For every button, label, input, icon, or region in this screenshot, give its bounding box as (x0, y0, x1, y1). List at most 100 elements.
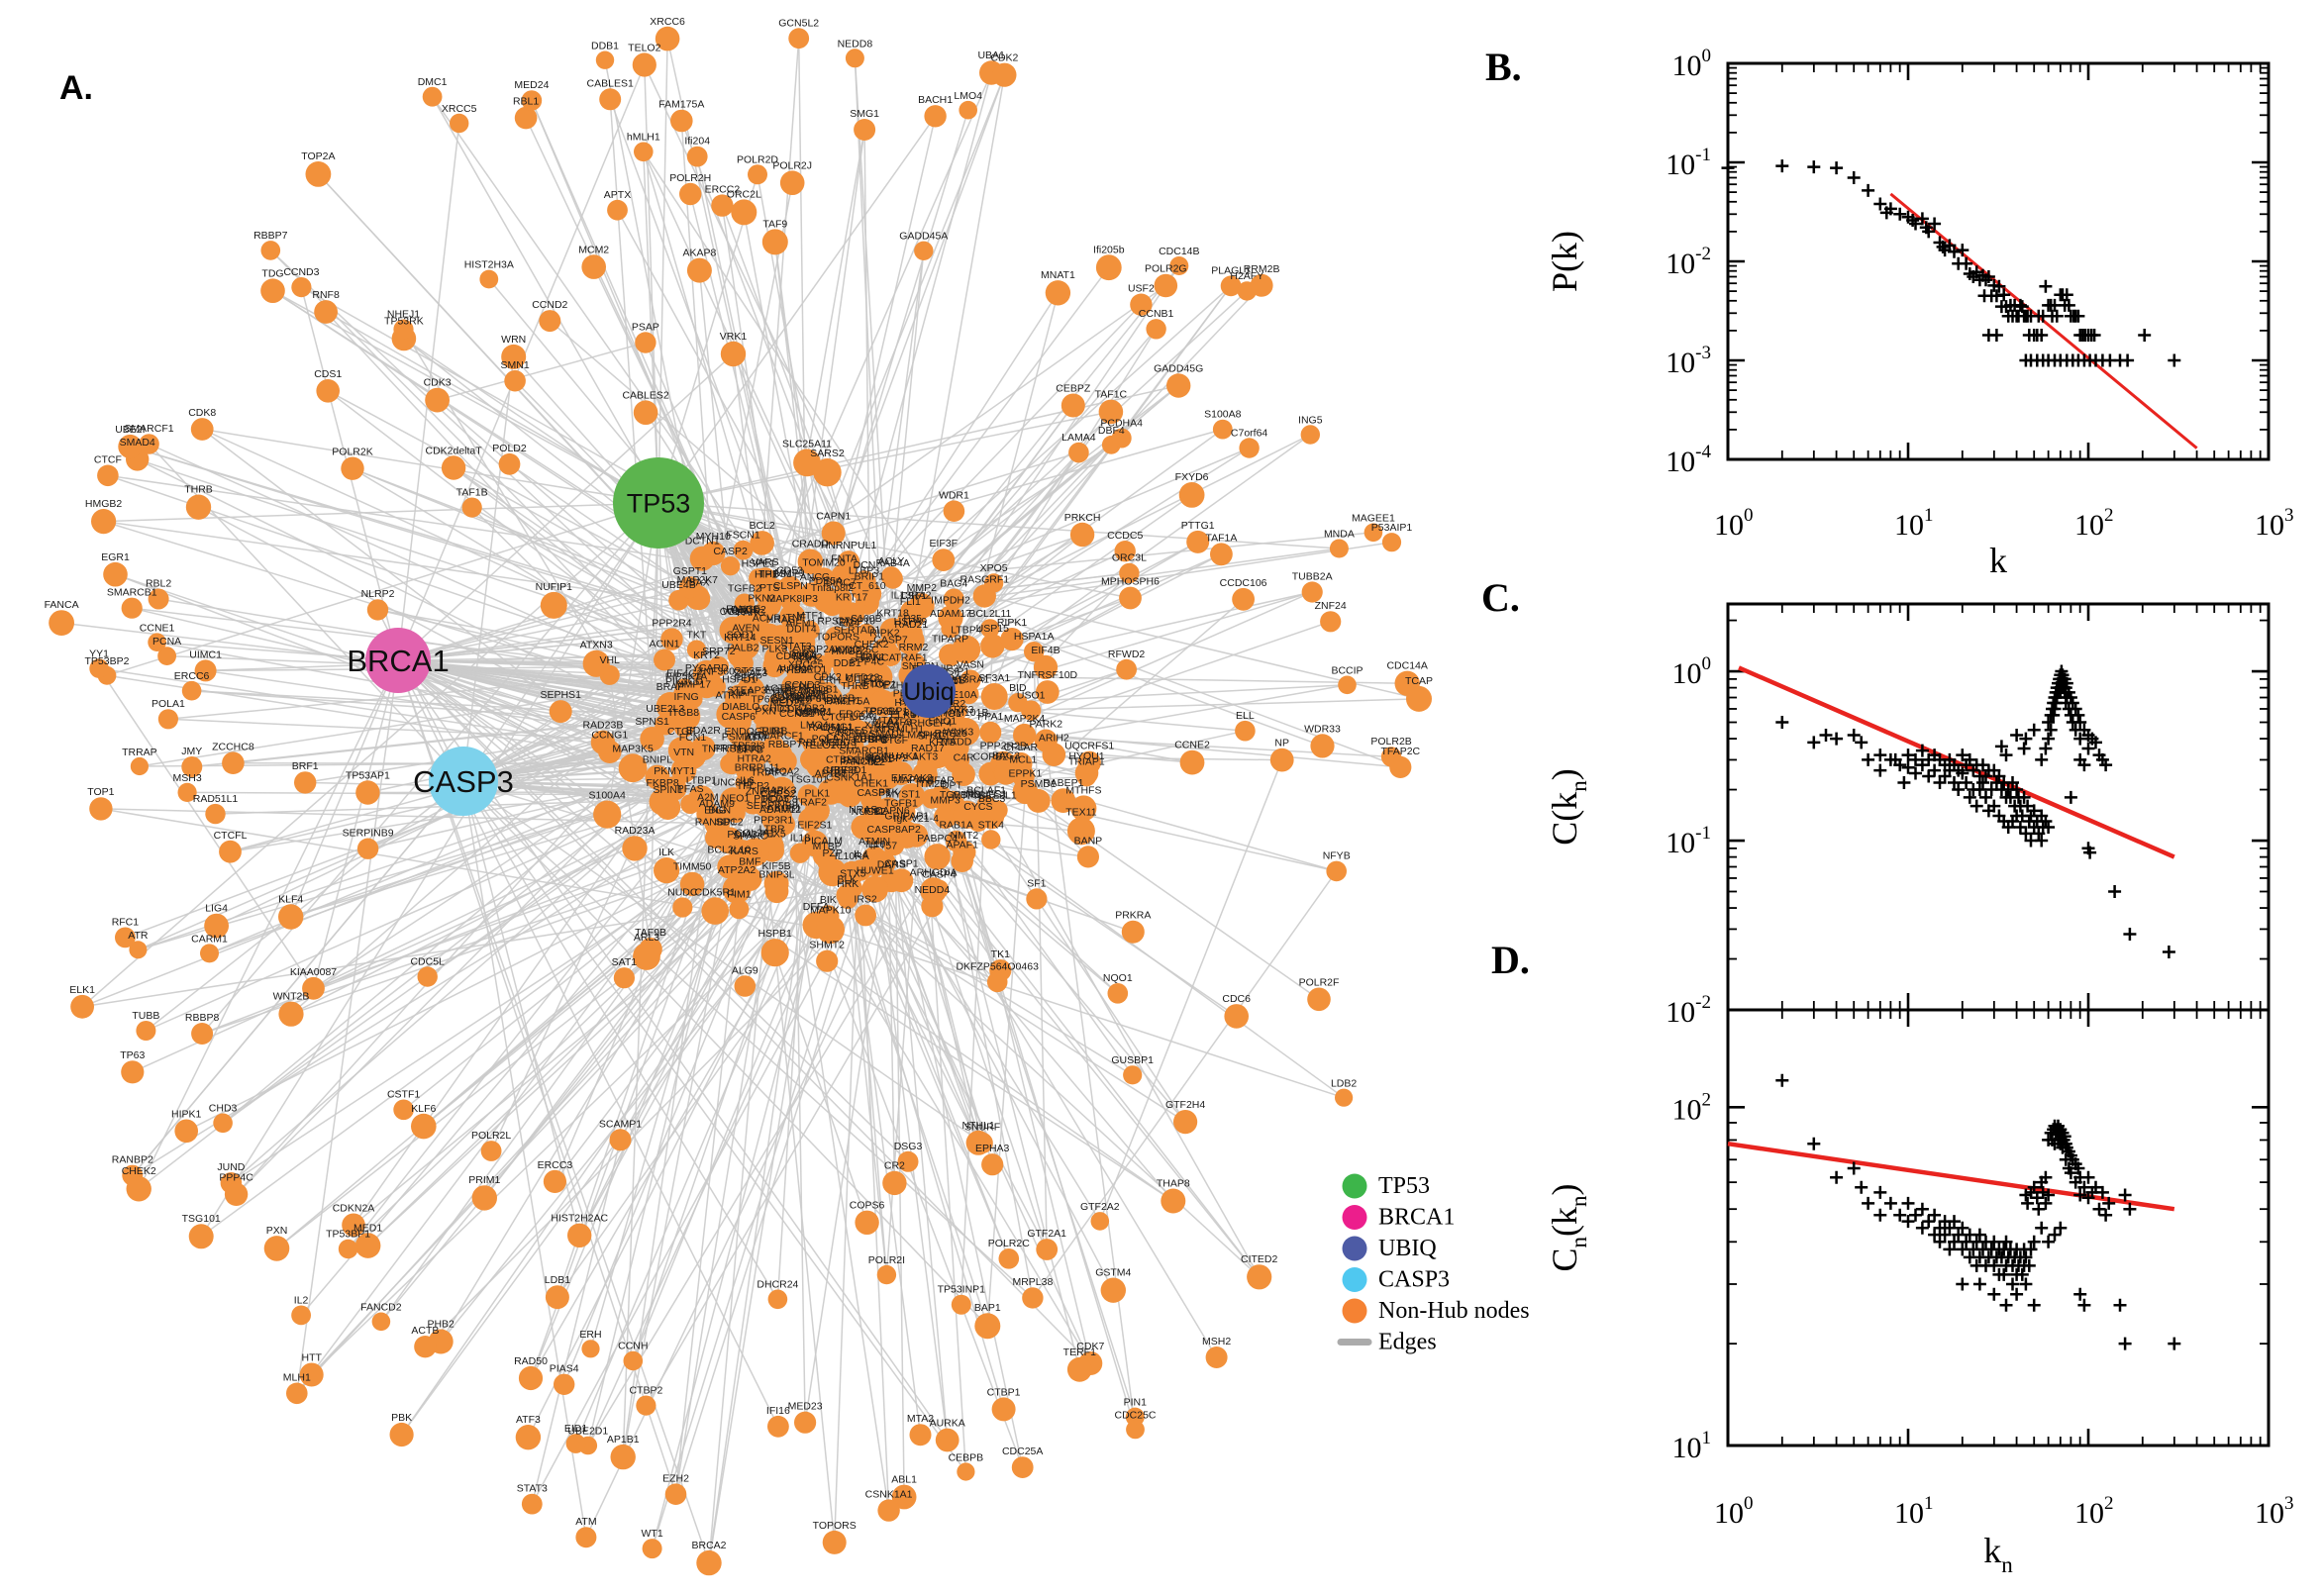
legend-item-ubiq: UBIQ (1342, 1236, 1437, 1261)
node-label: TOPORS (813, 1520, 857, 1532)
node-label: PIN1 (762, 726, 786, 738)
scatter-point (1819, 729, 1833, 742)
node-label: NUAK1 (884, 750, 919, 762)
scatter-point (1948, 776, 1961, 789)
network-node (581, 254, 606, 279)
network-node (654, 857, 680, 884)
network-node (943, 500, 965, 522)
network-node (871, 638, 898, 663)
node-label: PPP2R2B (980, 741, 1027, 752)
network-edge (400, 709, 935, 1436)
node-label: SERPINB9 (343, 828, 394, 840)
scatter-point (1873, 1185, 1887, 1199)
node-label: BRAP (656, 681, 685, 693)
node-label: UQCRFS1 (1064, 741, 1114, 752)
node-label: NRAS (849, 804, 877, 816)
node-label: AVEN (732, 622, 759, 634)
hub-edge (462, 780, 580, 1236)
network-node (871, 850, 896, 875)
network-node (1301, 581, 1323, 603)
tick-label: 101 (1672, 1428, 1712, 1464)
scatter-point (1987, 1287, 2001, 1301)
node-label: Ifi204 (684, 136, 710, 148)
node-label: DDB1 (591, 41, 619, 52)
scatter-point (2071, 1161, 2085, 1175)
node-label: CAPN1 (816, 511, 851, 523)
network-node (705, 827, 727, 848)
network-node (595, 50, 615, 69)
node-label: ELL (1236, 710, 1255, 722)
node-label: FANCA (861, 652, 896, 664)
network-node (129, 941, 148, 959)
node-label: CCNE1 (779, 708, 815, 720)
node-label: TAF9B (635, 927, 666, 939)
scatter-point (1897, 776, 1911, 789)
node-label: CITED2 (846, 673, 883, 685)
node-label: CT_610 (849, 580, 886, 592)
node-label: TELO2 (628, 42, 660, 53)
node-label: CCNE2 (1174, 740, 1210, 751)
node-label: DHCR24 (757, 1279, 798, 1291)
node-label: RFC1 (873, 722, 901, 734)
network-node (767, 1415, 789, 1438)
network-node (1111, 428, 1132, 449)
scatter-point (1987, 799, 2001, 813)
network-node (952, 718, 980, 747)
network-node (1095, 254, 1122, 281)
node-label: STAT3 (517, 1483, 548, 1495)
network-node (813, 567, 835, 589)
node-label: MAP2K4 (1004, 713, 1046, 725)
scatter-point (1948, 1235, 1961, 1248)
node-label: IL13RA1 (949, 673, 989, 685)
node-label: RBBP8 (185, 1012, 220, 1024)
node-label: XRCC5 (788, 658, 824, 670)
node-label: ATP2A2 (718, 864, 756, 876)
node-label: NEDD8 (821, 737, 857, 748)
network-edge (138, 659, 399, 1190)
network-node (461, 497, 482, 518)
node-label: PERP (734, 672, 762, 684)
legend-label: UBIQ (1378, 1236, 1437, 1261)
network-edge (490, 685, 708, 1151)
node-label: VTN (673, 747, 694, 758)
scatter-point (2021, 799, 2035, 813)
scatter-point (1901, 748, 1915, 762)
node-label: TOP2A (301, 150, 335, 162)
node-label: CTCFL (822, 712, 856, 724)
network-node (204, 913, 230, 939)
network-node (692, 659, 721, 688)
node-label: RBL2 (146, 577, 171, 589)
legend-item-brca1: BRCA1 (1342, 1205, 1455, 1231)
node-label: LIG4 (794, 706, 817, 718)
scatter-point (2006, 1277, 2019, 1291)
network-edge (431, 96, 895, 756)
node-label: ZNF148 (746, 786, 783, 798)
scatter-point (1979, 769, 1992, 783)
node-label: RPS29 (935, 728, 967, 740)
network-edge (651, 830, 876, 1549)
node-label: MED24 (514, 79, 549, 91)
network-node (1013, 723, 1037, 748)
network-edge (98, 667, 315, 989)
network-node (1068, 442, 1089, 463)
node-label: DBF4 (1098, 425, 1125, 437)
node-label: FANCG (794, 571, 830, 583)
node-label: ATR (875, 724, 896, 736)
network-node (749, 568, 768, 588)
network-node (1205, 1347, 1228, 1368)
node-label: BFAR (927, 775, 955, 787)
node-label: FANCE (726, 604, 760, 616)
network-edge (437, 342, 647, 401)
hub-edge (928, 690, 1261, 1278)
node-label: ENG (704, 804, 727, 816)
node-label: PSMD1 (1021, 778, 1057, 790)
network-edge (397, 659, 754, 804)
legend-label: Non-Hub nodes (1378, 1298, 1530, 1324)
node-label: BRF1 (292, 760, 319, 772)
network-node (188, 1224, 214, 1249)
scatter-point (1893, 207, 1907, 221)
node-label: BBC3 (978, 793, 1006, 805)
scatter-point (2010, 783, 2024, 796)
scatter-point (1922, 769, 1936, 783)
node-label: KRT8 (929, 737, 956, 748)
